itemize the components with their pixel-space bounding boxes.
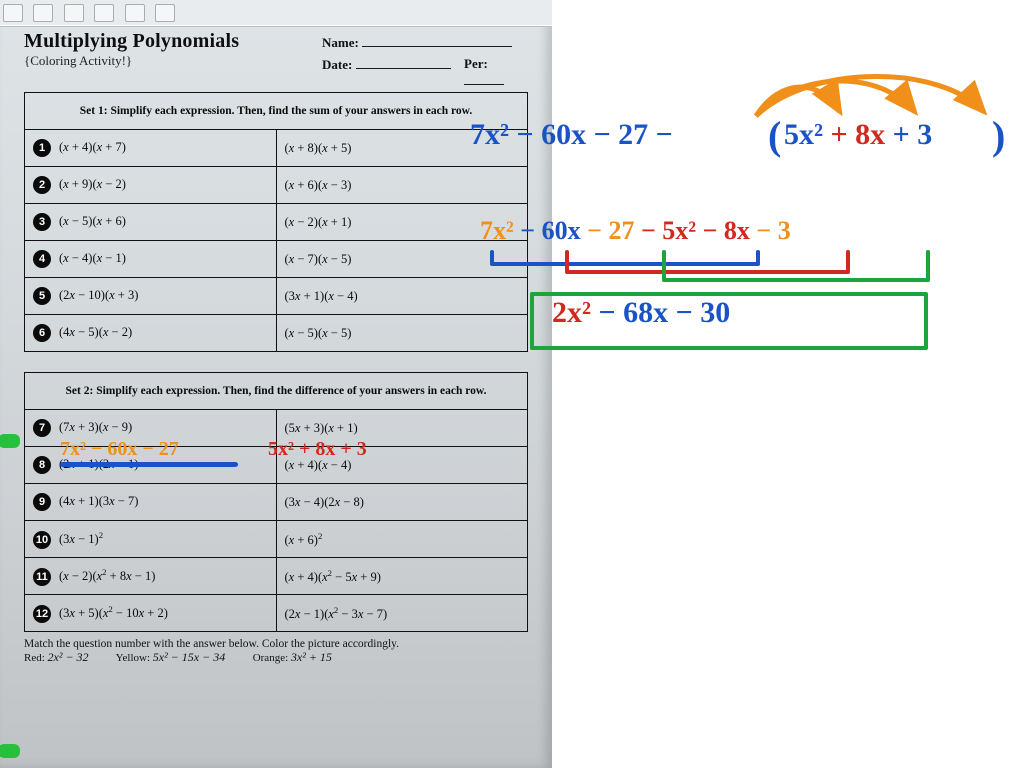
date-label: Date: <box>322 56 451 73</box>
worksheet: Multiplying Polynomials {Coloring Activi… <box>24 30 528 750</box>
table-row: 11(x − 2)(x2 + 8x − 1)(x + 4)(x2 − 5x + … <box>25 558 528 595</box>
toolbar-button[interactable] <box>155 4 175 22</box>
table-row: 10(3x − 1)2(x + 6)2 <box>25 521 528 558</box>
set1-header: Set 1: Simplify each expression. Then, f… <box>25 93 528 130</box>
table-row: 6(4x − 5)(x − 2)(x − 5)(x − 5) <box>25 315 528 352</box>
distribute-arrows-icon <box>740 72 1020 128</box>
table-row: 12(3x + 5)(x2 − 10x + 2)(2x − 1)(x2 − 3x… <box>25 595 528 632</box>
per-label: Per: <box>464 56 528 89</box>
annot-line2: 7x² − 60x − 27 − 5x² − 8x − 3 <box>480 216 791 246</box>
answer-row: Red: 2x² − 32 Yellow: 5x² − 15x − 34 Ora… <box>24 650 528 665</box>
annot-line1-a: 7x² − 60x − 27 − <box>470 118 673 152</box>
green-marker <box>0 744 20 758</box>
app-toolbar <box>0 0 552 27</box>
toolbar-button[interactable] <box>94 4 114 22</box>
bracket-seg <box>662 250 666 280</box>
table-row: 1(x + 4)(x + 7)(x + 8)(x + 5) <box>25 130 528 167</box>
green-marker <box>0 434 20 448</box>
bracket-seg <box>662 278 930 282</box>
bracket-seg <box>756 250 760 264</box>
toolbar-button[interactable] <box>3 4 23 22</box>
set2-table: Set 2: Simplify each expression. Then, f… <box>24 372 528 632</box>
bracket-seg <box>565 270 850 274</box>
answer-orange: Orange: 3x² + 15 <box>253 652 332 664</box>
match-line: Match the question number with the answe… <box>24 638 528 650</box>
canvas: Multiplying Polynomials {Coloring Activi… <box>0 0 1024 768</box>
toolbar-button[interactable] <box>125 4 145 22</box>
table-row: 4(x − 4)(x − 1)(x − 7)(x − 5) <box>25 241 528 278</box>
bracket-seg <box>926 250 930 280</box>
table-row: 2(x + 9)(x − 2)(x + 6)(x − 3) <box>25 167 528 204</box>
table-row: 9(4x + 1)(3x − 7)(3x − 4)(2x − 8) <box>25 484 528 521</box>
worksheet-header: Multiplying Polynomials {Coloring Activi… <box>24 30 528 86</box>
toolbar-button[interactable] <box>33 4 53 22</box>
table-row: 3(x − 5)(x + 6)(x − 2)(x + 1) <box>25 204 528 241</box>
answer-yellow: Yellow: 5x² − 15x − 34 <box>116 652 226 664</box>
set1-wrap: Set 1: Simplify each expression. Then, f… <box>24 92 528 352</box>
bracket-seg <box>565 250 569 272</box>
bracket-seg <box>846 250 850 272</box>
set1-table: Set 1: Simplify each expression. Then, f… <box>24 92 528 352</box>
name-label: Name: <box>322 34 512 51</box>
table-row: 5(2x − 10)(x + 3)(3x + 1)(x − 4) <box>25 278 528 315</box>
worksheet-subtitle: {Coloring Activity!} <box>24 53 528 69</box>
annot-row7-right: 5x² + 8x + 3 <box>268 438 367 461</box>
set2-header: Set 2: Simplify each expression. Then, f… <box>25 373 528 410</box>
blue-underline <box>60 462 238 467</box>
app-photo: Multiplying Polynomials {Coloring Activi… <box>0 0 552 768</box>
bracket-seg <box>490 262 760 266</box>
annot-result: 2x² − 68x − 30 <box>552 296 730 330</box>
set2-wrap: Set 2: Simplify each expression. Then, f… <box>24 372 528 632</box>
answer-red: Red: 2x² − 32 <box>24 652 89 664</box>
toolbar-button[interactable] <box>64 4 84 22</box>
annot-row7-left: 7x² − 60x − 27 <box>60 438 179 461</box>
